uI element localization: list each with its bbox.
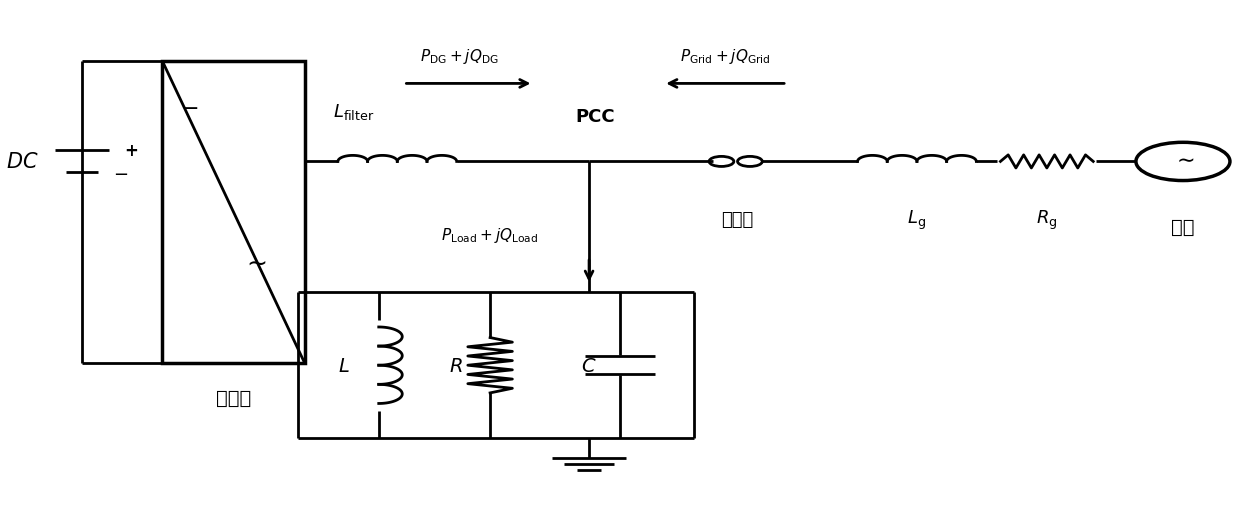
Text: $-$: $-$ xyxy=(113,164,128,182)
Text: PCC: PCC xyxy=(575,108,615,126)
Text: 逆变器: 逆变器 xyxy=(216,389,250,408)
Text: $\sim$: $\sim$ xyxy=(243,251,268,274)
Text: 电网: 电网 xyxy=(1172,218,1194,237)
Text: +: + xyxy=(124,142,138,160)
Text: $DC$: $DC$ xyxy=(6,152,38,172)
Bar xyxy=(162,62,305,363)
Text: $P_{\rm DG}+jQ_{\rm DG}$: $P_{\rm DG}+jQ_{\rm DG}$ xyxy=(420,47,498,66)
Text: $L_{\rm g}$: $L_{\rm g}$ xyxy=(908,208,926,231)
Text: $P_{\rm Grid}+jQ_{\rm Grid}$: $P_{\rm Grid}+jQ_{\rm Grid}$ xyxy=(680,47,770,66)
Text: $R$: $R$ xyxy=(449,356,463,375)
Text: $R_{\rm g}$: $R_{\rm g}$ xyxy=(1037,208,1058,231)
Text: $L_{\rm filter}$: $L_{\rm filter}$ xyxy=(334,102,374,122)
Text: $P_{\rm Load}+jQ_{\rm Load}$: $P_{\rm Load}+jQ_{\rm Load}$ xyxy=(441,225,538,244)
Text: $\sim$: $\sim$ xyxy=(1172,148,1194,171)
Text: $C$: $C$ xyxy=(582,356,596,375)
Text: $L$: $L$ xyxy=(339,356,350,375)
Text: $-$: $-$ xyxy=(181,97,198,117)
Text: 断路器: 断路器 xyxy=(722,211,754,229)
